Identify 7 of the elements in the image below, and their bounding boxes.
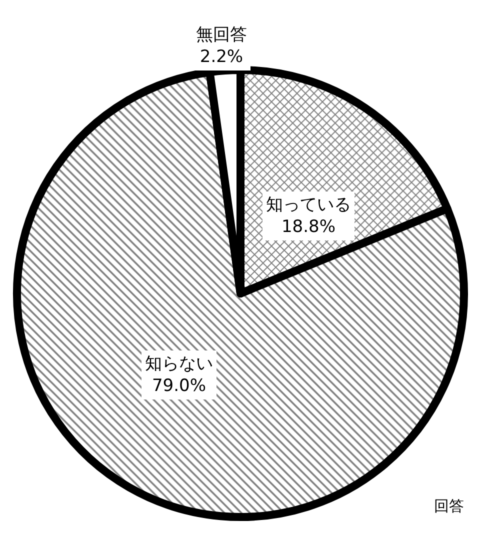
text: 回答 — [434, 497, 464, 515]
data-label: 79.0% — [152, 376, 206, 396]
data-label: 18.8% — [281, 217, 336, 238]
data-label: 2.2% — [200, 47, 244, 68]
slice-label: 知っている — [266, 195, 351, 215]
slice-label: 知らない — [145, 354, 213, 374]
slice-label: 無回答 — [196, 25, 247, 45]
